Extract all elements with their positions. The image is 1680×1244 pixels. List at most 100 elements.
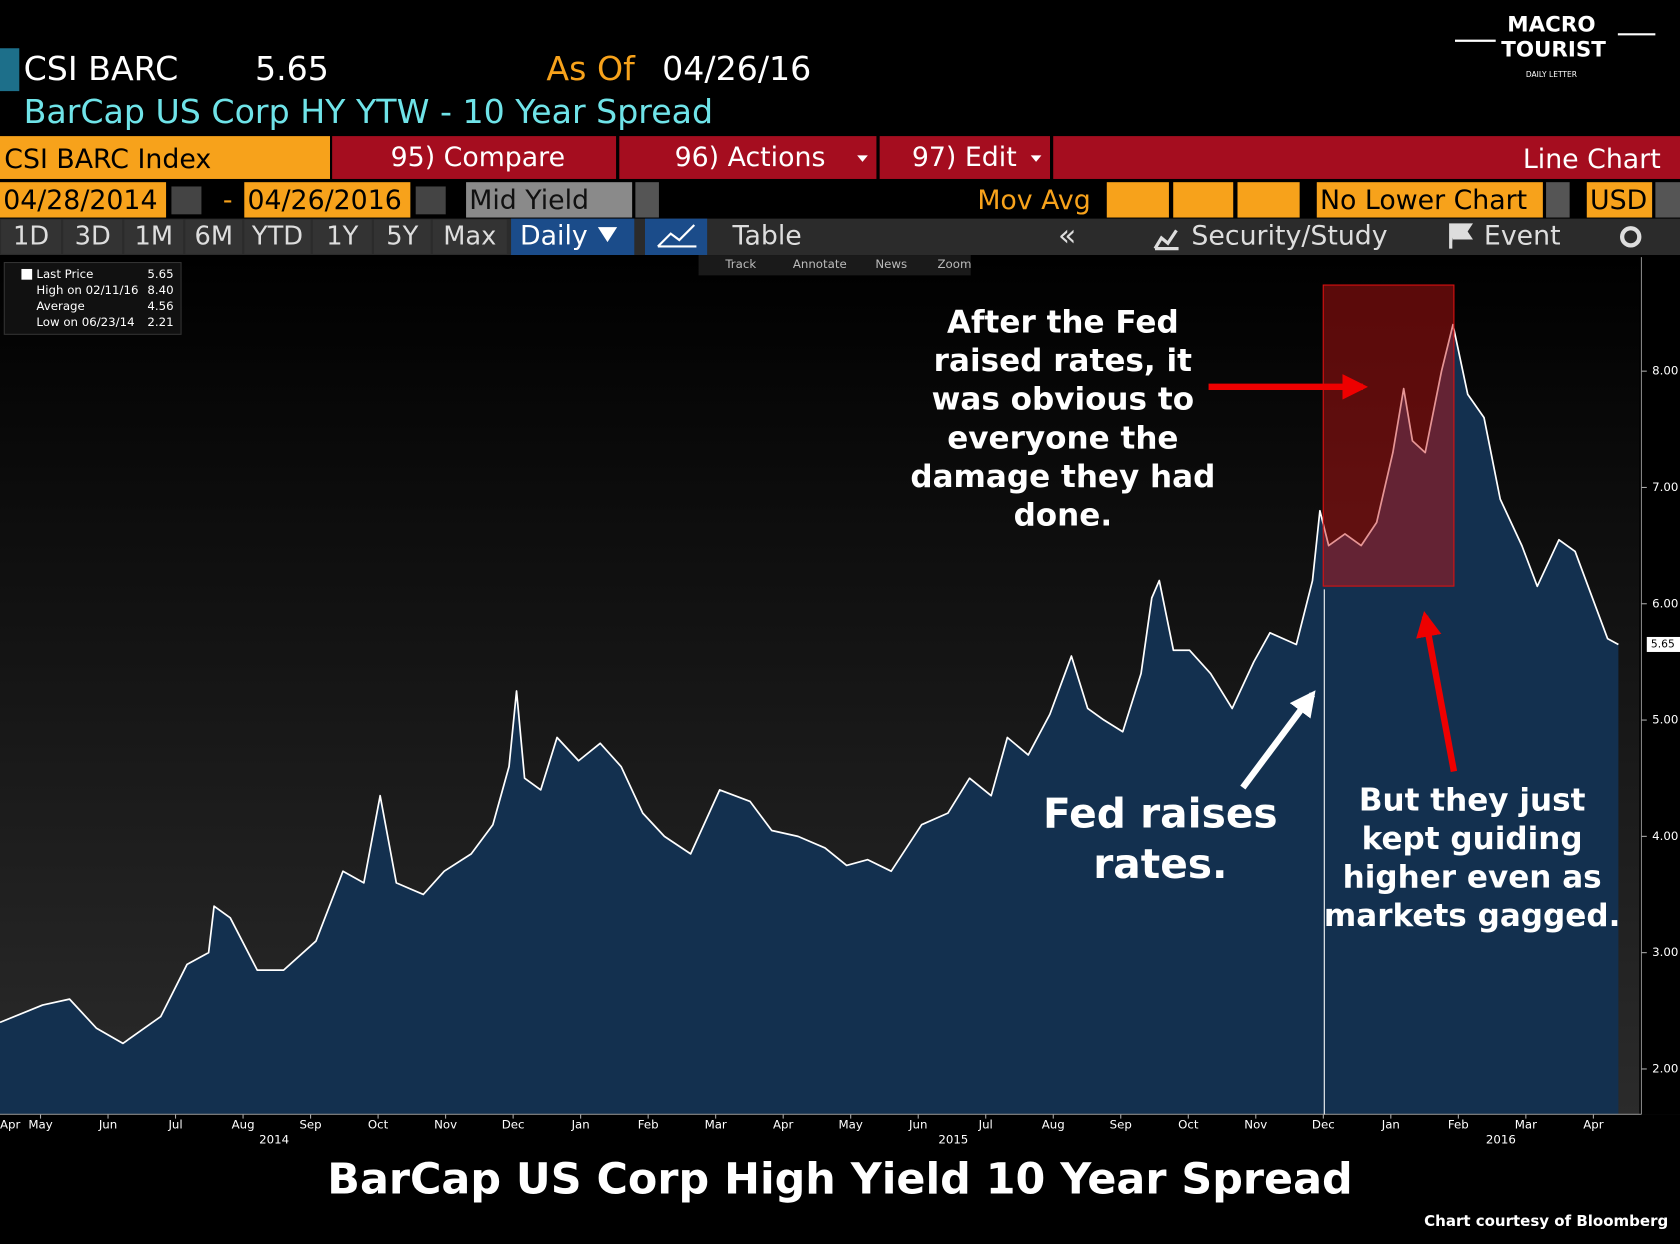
study-icon <box>1153 229 1179 251</box>
y-tick-label: 6.00 <box>1652 596 1678 610</box>
start-date[interactable]: 04/28/2014 <box>3 185 157 216</box>
as-of-date: 04/26/16 <box>662 49 811 88</box>
x-tick-label: Jun <box>98 1118 117 1132</box>
mov-avg-box[interactable] <box>1173 182 1234 218</box>
legend-label: High on 02/11/16 <box>36 283 138 297</box>
period-label[interactable]: 3D <box>75 221 111 251</box>
frequency-button[interactable] <box>511 218 635 256</box>
period-label[interactable]: 6M <box>194 221 233 251</box>
dropdown-caret <box>597 227 618 243</box>
date-box[interactable] <box>244 182 411 218</box>
y-tick-label: 2.00 <box>1652 1061 1678 1075</box>
currency-box[interactable] <box>1586 182 1653 218</box>
x-tick-label: Nov <box>434 1118 457 1132</box>
dropdown[interactable] <box>1546 182 1570 218</box>
chart-title: BarCap US Corp High Yield 10 Year Spread <box>327 1154 1352 1204</box>
tool-label[interactable]: Track <box>724 257 756 271</box>
arrow <box>1416 611 1458 773</box>
logo-text: DAILY LETTER <box>1526 70 1577 79</box>
period-button[interactable] <box>124 219 184 254</box>
calendar-icon[interactable] <box>171 186 202 215</box>
currency[interactable]: USD <box>1590 185 1647 216</box>
date-box[interactable] <box>0 182 167 218</box>
y-tick-label: 3.00 <box>1652 945 1678 959</box>
arrow <box>1240 690 1316 790</box>
calendar-icon[interactable] <box>415 186 446 215</box>
button-label[interactable]: 95) Compare <box>391 142 565 173</box>
annotation: rates. <box>1093 840 1227 888</box>
frequency[interactable]: Daily <box>520 220 588 251</box>
annotation: markets gagged. <box>1324 898 1620 934</box>
y-tick-label: 8.00 <box>1652 364 1678 378</box>
dropdown[interactable] <box>635 182 659 218</box>
period-label[interactable]: 1D <box>13 221 49 251</box>
x-tick-label: Nov <box>1244 1118 1267 1132</box>
legend-value: 8.40 <box>147 283 173 297</box>
period-label[interactable]: Max <box>443 221 496 251</box>
year-label: 2015 <box>938 1133 968 1147</box>
period-button[interactable] <box>432 219 507 254</box>
settings-icon[interactable] <box>1620 226 1642 248</box>
button-label[interactable]: 96) Actions <box>675 142 826 173</box>
table-button[interactable]: Table <box>732 220 802 251</box>
x-tick-label: Aug <box>1042 1118 1065 1132</box>
legend-value: 2.21 <box>147 315 173 329</box>
period-label[interactable]: 5Y <box>386 221 418 251</box>
period-button[interactable] <box>1 219 62 254</box>
x-tick-label: Jul <box>978 1118 993 1132</box>
field-box[interactable] <box>466 182 633 218</box>
period-button[interactable] <box>373 219 431 254</box>
legend <box>3 261 182 335</box>
mov-avg-box[interactable] <box>1237 182 1300 218</box>
line <box>0 323 1619 1045</box>
annotation: higher even as <box>1343 860 1602 896</box>
legend-label: Average <box>36 299 84 313</box>
button[interactable] <box>332 136 617 179</box>
title-bar <box>1053 136 1680 179</box>
security-study[interactable]: Security/Study <box>1191 220 1387 251</box>
dropdown[interactable] <box>1655 182 1680 218</box>
button[interactable] <box>619 136 877 179</box>
period-button[interactable] <box>244 219 311 254</box>
period-label[interactable]: 1Y <box>326 221 358 251</box>
button[interactable] <box>879 136 1050 179</box>
event[interactable]: Event <box>1484 220 1561 251</box>
x-tick-label: Oct <box>368 1118 389 1132</box>
x-tick-label: Sep <box>1110 1118 1132 1132</box>
tool-label[interactable]: Zoom <box>938 257 972 271</box>
legend-value: 4.56 <box>147 299 173 313</box>
field[interactable]: Mid Yield <box>469 185 589 216</box>
x-tick-label: Dec <box>1312 1118 1335 1132</box>
period-button[interactable] <box>63 219 123 254</box>
tool-label[interactable]: Annotate <box>793 257 847 271</box>
dash: - <box>223 185 233 216</box>
lower-chart-box[interactable] <box>1316 182 1543 218</box>
flag-icon <box>1449 223 1474 249</box>
lower-chart[interactable]: No Lower Chart <box>1320 185 1527 216</box>
y-tick-label: 4.00 <box>1652 829 1678 843</box>
index-label[interactable]: CSI BARC Index <box>4 144 211 175</box>
legend-value: 5.65 <box>147 267 173 281</box>
x-tick-label: Jan <box>571 1118 590 1132</box>
year-label: 2016 <box>1486 1133 1516 1147</box>
x-tick-label: Oct <box>1178 1118 1199 1132</box>
period-button[interactable] <box>185 219 243 254</box>
index-box[interactable] <box>0 136 330 179</box>
annotation: Fed raises <box>1043 789 1278 837</box>
tool-strip-bg <box>698 255 971 276</box>
period-button[interactable] <box>312 219 372 254</box>
x-tick-label: Mar <box>705 1118 727 1132</box>
tool-label[interactable]: News <box>875 257 907 271</box>
x-tick-label: May <box>839 1118 863 1132</box>
x-tick-label: Feb <box>1448 1118 1469 1132</box>
x-tick-label: Apr <box>0 1118 21 1132</box>
mov-avg: Mov Avg <box>977 185 1090 216</box>
axis-background <box>1639 255 1680 1115</box>
mov-avg-box[interactable] <box>1106 182 1169 218</box>
period-label[interactable]: 1M <box>134 221 173 251</box>
period-label[interactable]: YTD <box>251 221 303 251</box>
button-label[interactable]: 97) Edit <box>912 142 1017 173</box>
collapse-icon[interactable]: « <box>1058 218 1076 253</box>
end-date[interactable]: 04/26/2016 <box>247 185 401 216</box>
